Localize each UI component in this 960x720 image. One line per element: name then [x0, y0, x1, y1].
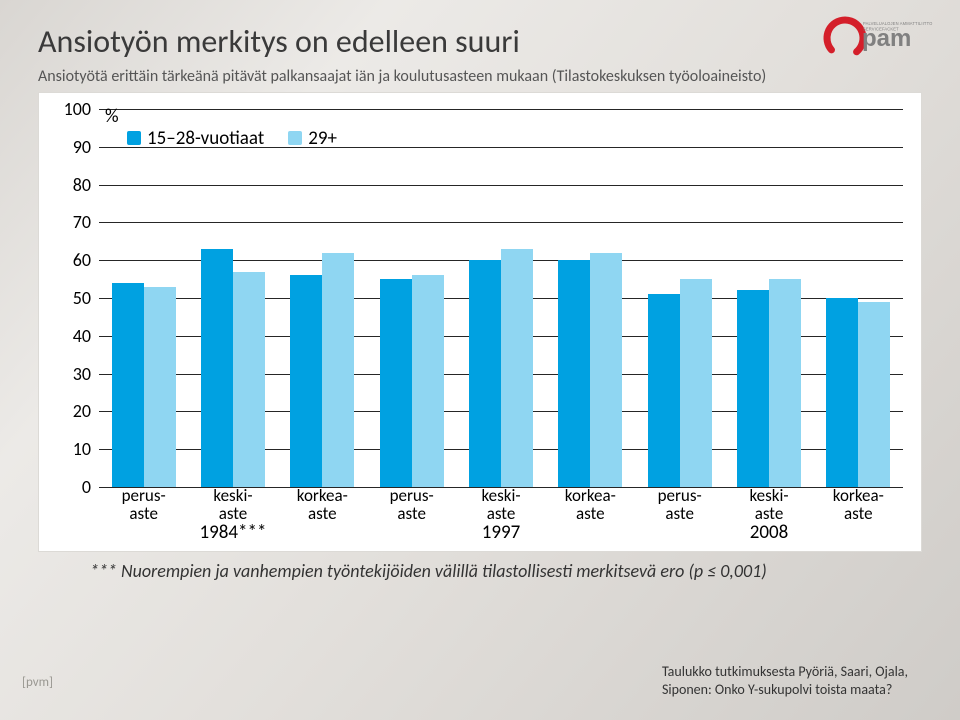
page-subtitle: Ansiotyötä erittäin tärkeänä pitävät pal…	[38, 67, 930, 86]
y-tick: 60	[73, 249, 91, 271]
x-tick: keski-aste	[213, 487, 252, 523]
x-year: 1984***	[200, 521, 267, 544]
x-tick: korkea-aste	[565, 487, 616, 523]
y-tick: 40	[73, 325, 91, 347]
x-tick: keski-aste	[749, 487, 788, 523]
bar-young	[290, 275, 322, 487]
y-tick: 20	[73, 400, 91, 422]
y-tick: 90	[73, 136, 91, 158]
y-tick: 0	[82, 476, 91, 498]
bar-young	[469, 260, 501, 487]
x-year: 2008	[750, 521, 789, 544]
y-tick: 50	[73, 287, 91, 309]
x-tick: perus-aste	[658, 487, 702, 523]
source-citation: Taulukko tutkimuksesta Pyöriä, Saari, Oj…	[662, 663, 908, 698]
bar-old	[501, 249, 533, 487]
bar-old	[590, 253, 622, 487]
y-tick: 70	[73, 211, 91, 233]
x-tick: perus-aste	[122, 487, 166, 523]
chart-footnote: *** Nuorempien ja vanhempien työntekijöi…	[90, 560, 930, 582]
y-tick: 30	[73, 363, 91, 385]
bar-young	[826, 298, 858, 487]
x-tick: korkea-aste	[297, 487, 348, 523]
bar-old	[858, 302, 890, 487]
bar-old	[144, 287, 176, 487]
y-tick: 100	[64, 98, 91, 120]
plot-area	[99, 109, 903, 487]
y-tick: 10	[73, 438, 91, 460]
x-axis-years: 1984*** 1997 2008	[99, 521, 903, 545]
x-year: 1997	[482, 521, 521, 544]
bar-old	[322, 253, 354, 487]
chart-legend: 15–28-vuotiaat 29+	[127, 127, 337, 150]
legend-label-1: 15–28-vuotiaat	[147, 127, 264, 150]
x-tick: korkea-aste	[833, 487, 884, 523]
x-tick: keski-aste	[481, 487, 520, 523]
bar-young	[737, 290, 769, 487]
page-title: Ansiotyön merkitys on edelleen suuri	[38, 22, 930, 61]
y-tick: 80	[73, 174, 91, 196]
bar-young	[112, 283, 144, 487]
bar-chart: 0102030405060708090100 % 15–28-vuotiaat …	[38, 92, 922, 552]
bar-young	[201, 249, 233, 487]
x-tick: perus-aste	[390, 487, 434, 523]
bar-old	[769, 279, 801, 487]
bar-young	[558, 260, 590, 487]
legend-label-2: 29+	[308, 127, 337, 150]
bar-old	[233, 272, 265, 487]
date-placeholder: [pvm]	[22, 675, 53, 690]
y-axis: 0102030405060708090100	[49, 109, 95, 487]
bar-old	[412, 275, 444, 487]
x-axis-categories: perus-astekeski-astekorkea-asteperus-ast…	[99, 487, 903, 519]
bar-young	[380, 279, 412, 487]
bar-young	[648, 294, 680, 487]
bar-old	[680, 279, 712, 487]
